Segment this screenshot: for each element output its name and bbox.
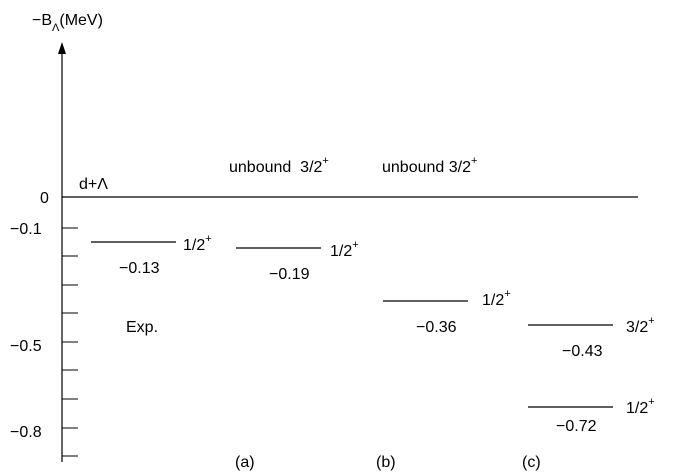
y-axis-label-suffix: (MeV) — [59, 12, 103, 29]
level-c-1-jp: 3/2+ — [626, 315, 655, 336]
column-a-label: (a) — [235, 454, 255, 471]
level-b-1-value: −0.36 — [416, 319, 457, 336]
unbound-label-a: unbound 3/2+ — [229, 155, 329, 176]
unbound-label-b: unbound 3/2+ — [382, 155, 477, 176]
y-axis-arrow-icon — [58, 42, 66, 54]
level-c-2-value: −0.72 — [556, 418, 597, 435]
level-a-1-value: −0.19 — [269, 266, 310, 283]
level-c-1-value: −0.43 — [562, 343, 603, 360]
threshold-label: d+Λ — [79, 176, 108, 193]
tick-label-0: 0 — [40, 190, 49, 207]
tick-label-m08: −0.8 — [10, 424, 42, 441]
level-exp-1-jp: 1/2+ — [183, 233, 212, 254]
exp-label: Exp. — [126, 319, 158, 336]
column-b-label: (b) — [376, 454, 396, 471]
level-a-1-jp: 1/2+ — [330, 239, 359, 260]
y-axis-label-prefix: −B — [32, 12, 52, 29]
y-axis-label: −BΛ(MeV) — [32, 12, 103, 34]
level-b-1-jp: 1/2+ — [482, 288, 511, 309]
tick-label-m05: −0.5 — [10, 338, 42, 355]
column-c-label: (c) — [522, 454, 541, 471]
level-exp-1-value: −0.13 — [119, 260, 160, 277]
level-c-2-jp: 1/2+ — [626, 396, 655, 417]
tick-label-m01: −0.1 — [10, 221, 42, 238]
y-axis-label-subscript: Λ — [52, 22, 60, 34]
y-axis-ticks — [62, 227, 78, 457]
